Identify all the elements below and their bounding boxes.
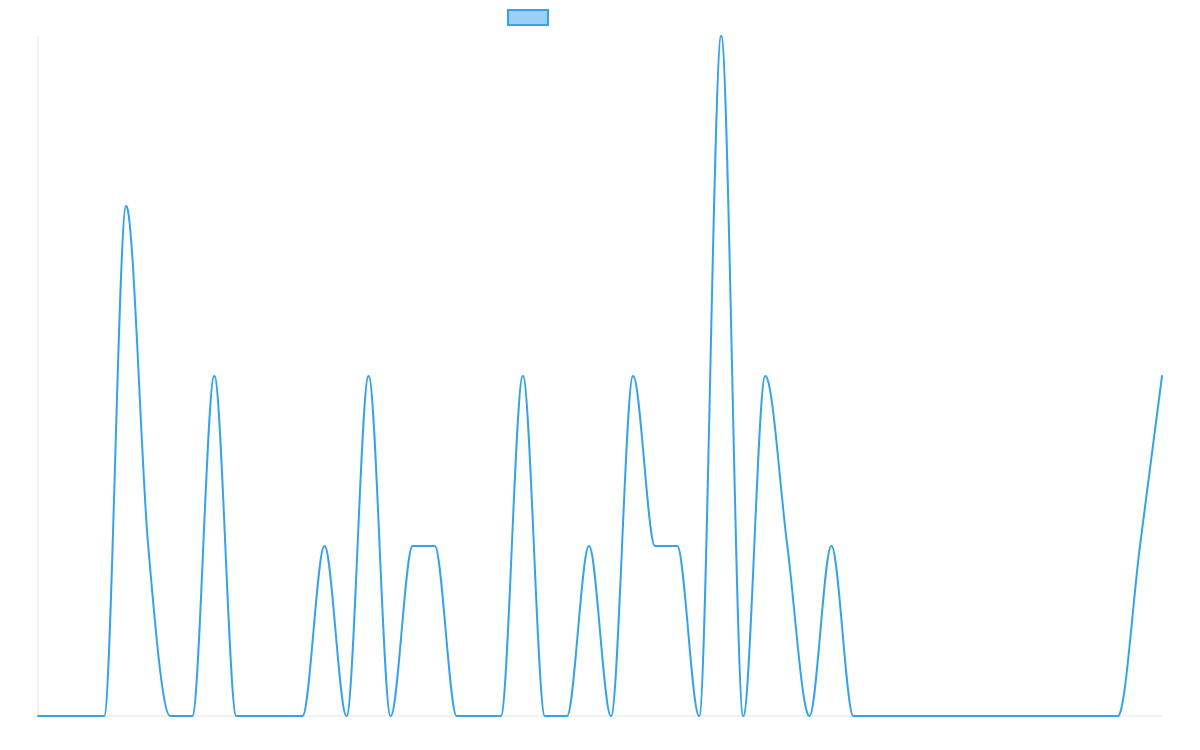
data-point[interactable] xyxy=(232,712,240,720)
data-point[interactable] xyxy=(56,712,64,720)
series-line-0 xyxy=(37,35,1163,717)
data-point[interactable] xyxy=(34,712,42,720)
data-point[interactable] xyxy=(497,712,505,720)
data-point[interactable] xyxy=(960,712,968,720)
data-point[interactable] xyxy=(343,712,351,720)
data-point[interactable] xyxy=(916,712,924,720)
data-point[interactable] xyxy=(100,712,108,720)
data-point[interactable] xyxy=(254,712,262,720)
data-point[interactable] xyxy=(805,712,813,720)
data-point[interactable] xyxy=(144,542,152,550)
data-point[interactable] xyxy=(78,712,86,720)
data-point[interactable] xyxy=(541,712,549,720)
data-point[interactable] xyxy=(387,712,395,720)
data-point[interactable] xyxy=(1114,712,1122,720)
data-point[interactable] xyxy=(651,542,659,550)
data-point[interactable] xyxy=(453,712,461,720)
data-point[interactable] xyxy=(519,372,527,380)
data-point[interactable] xyxy=(409,542,417,550)
data-point[interactable] xyxy=(210,372,218,380)
data-point[interactable] xyxy=(1026,712,1034,720)
data-point[interactable] xyxy=(166,712,174,720)
data-point[interactable] xyxy=(695,712,703,720)
data-point[interactable] xyxy=(365,372,373,380)
data-point[interactable] xyxy=(1004,712,1012,720)
data-point[interactable] xyxy=(1048,712,1056,720)
data-point[interactable] xyxy=(673,542,681,550)
data-point[interactable] xyxy=(1092,712,1100,720)
data-point[interactable] xyxy=(871,712,879,720)
data-point[interactable] xyxy=(563,712,571,720)
data-point[interactable] xyxy=(761,372,769,380)
data-point[interactable] xyxy=(849,712,857,720)
data-point[interactable] xyxy=(717,32,725,40)
legend-swatch-0[interactable] xyxy=(507,9,549,26)
legend[interactable] xyxy=(507,9,549,26)
data-point[interactable] xyxy=(783,542,791,550)
data-point[interactable] xyxy=(1136,542,1144,550)
data-point[interactable] xyxy=(827,542,835,550)
data-point[interactable] xyxy=(1158,372,1166,380)
data-point[interactable] xyxy=(298,712,306,720)
data-point[interactable] xyxy=(607,712,615,720)
data-point[interactable] xyxy=(321,542,329,550)
data-point[interactable] xyxy=(938,712,946,720)
data-point[interactable] xyxy=(894,712,902,720)
data-point[interactable] xyxy=(1070,712,1078,720)
data-point[interactable] xyxy=(431,542,439,550)
data-point[interactable] xyxy=(739,712,747,720)
data-point[interactable] xyxy=(629,372,637,380)
data-point[interactable] xyxy=(475,712,483,720)
data-point[interactable] xyxy=(188,712,196,720)
data-point[interactable] xyxy=(122,202,130,210)
data-point[interactable] xyxy=(585,542,593,550)
series-group xyxy=(34,32,1166,720)
data-point[interactable] xyxy=(276,712,284,720)
data-point[interactable] xyxy=(982,712,990,720)
